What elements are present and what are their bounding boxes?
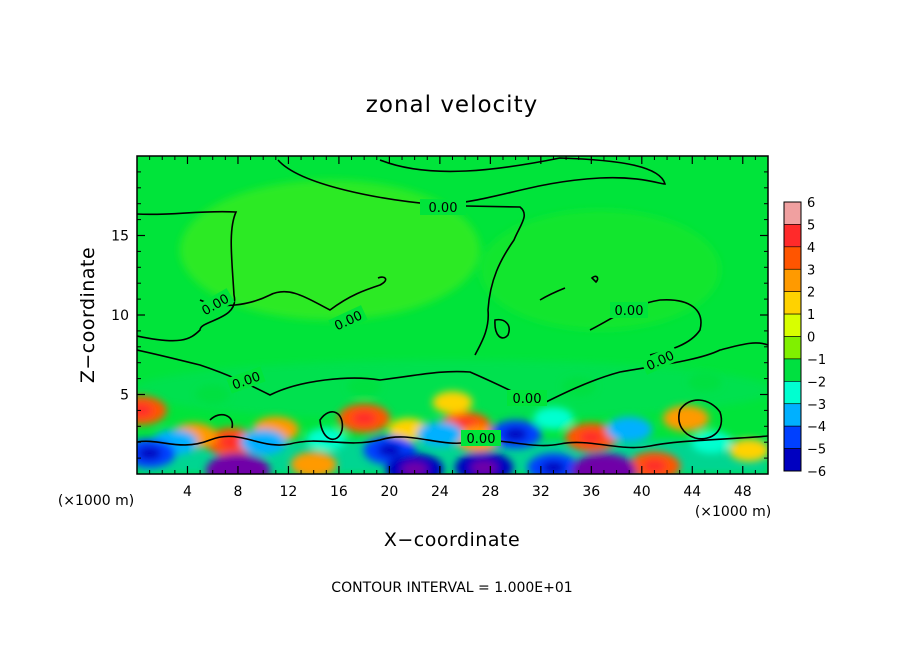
colorbar-swatch [783,336,802,360]
colorbar-swatch [783,313,802,337]
colorbar-label: −4 [807,420,826,435]
velocity-blob-core [401,462,428,474]
colorbar-swatch [783,425,802,449]
colorbar-swatch [783,268,802,292]
contour-line [199,276,387,311]
x-tick-label: 44 [683,484,701,500]
velocity-blob-core [579,430,604,444]
colorbar-swatch [783,246,802,270]
velocity-blob-core [642,459,667,473]
x-tick-label: 32 [532,484,550,500]
colorbar-swatch [783,291,802,315]
colorbar-swatch [783,403,802,427]
y-tick-label: 15 [111,229,129,245]
contour-line [137,435,768,449]
chart-title: zonal velocity [366,92,538,118]
velocity-blob [240,429,287,456]
x-tick-label: 24 [431,484,449,500]
velocity-blob-core [503,427,528,441]
velocity-blob-core [541,461,566,474]
contour-label: 0.00 [429,201,458,216]
contour-line [137,342,768,406]
velocity-blob [306,427,347,451]
x-tick-label: 28 [481,484,499,500]
contour-line [465,205,525,356]
x-tick-label: 16 [330,484,348,500]
contour-interval-note: CONTOUR INTERVAL = 1.000E+01 [331,580,572,596]
colorbar-label: 1 [807,308,815,323]
x-tick-label: 40 [633,484,651,500]
x-unit-right: (×1000 m) [695,504,771,520]
x-tick-label: 36 [582,484,600,500]
colorbar-label: 0 [807,331,815,346]
contour-label: 0.00 [513,392,542,407]
contour-line [539,287,566,301]
colorbar-label: 5 [807,218,815,233]
contour-line [494,318,510,339]
velocity-blob-core [589,462,619,474]
velocity-features [137,372,768,474]
x-unit-left: (×1000 m) [58,493,134,509]
colorbar-label: −2 [807,375,826,390]
contour-line [678,399,723,440]
colorbar-label: 4 [807,241,815,256]
colorbar-label: −6 [807,465,826,480]
contour-line [590,275,599,284]
velocity-blob [432,391,473,414]
colorbar-swatch [783,381,802,405]
contour-line [137,210,238,342]
velocity-blob-core [137,403,153,417]
colorbar-label: −5 [807,443,826,458]
velocity-blob-core [471,460,498,474]
velocity-blob [290,451,337,474]
colorbar: 6 5 4 3 2 1 0 −1 −2 −3 −4 −5 −6 [783,196,826,480]
colorbar-swatch [783,358,802,382]
colorbar-label: 6 [807,196,815,211]
colorbar-swatch [783,201,802,225]
x-tick-label: 12 [280,484,298,500]
y-axis-label: Z−coordinate [77,247,99,383]
colorbar-label: −3 [807,398,826,413]
velocity-blob [533,407,574,430]
velocity-blob-core [352,411,376,425]
x-axis-label: X−coordinate [384,529,520,551]
velocity-blob [729,438,768,462]
velocity-blob-core [377,443,402,457]
x-tick-label: 4 [183,484,192,500]
zero-contours [137,157,768,449]
velocity-blob [347,376,382,397]
y-tick-label: 5 [120,388,129,404]
x-tick-label: 20 [380,484,398,500]
contour-label: 0.00 [615,304,644,319]
velocity-blob-core [219,435,244,449]
contour-line [277,157,667,206]
colorbar-swatch [783,224,802,248]
velocity-blob [606,416,653,443]
plot-area: 0.00 0.00 0.00 0.00 0.00 0.00 0.00 0.00 [137,156,768,474]
velocity-blob [662,405,709,432]
x-tick-label: 48 [734,484,752,500]
colorbar-label: 2 [807,286,815,301]
velocity-blob [687,372,722,392]
colorbar-label: 3 [807,263,815,278]
velocity-blob-core [137,446,162,460]
colorbar-label: −1 [807,353,826,368]
y-tick-label: 10 [111,308,129,324]
colorbar-swatch [783,448,802,472]
velocity-blob [195,384,230,405]
contour-line [319,411,344,441]
x-tick-label: 8 [233,484,242,500]
contour-label: 0.00 [467,432,496,447]
velocity-blob [691,431,732,454]
contour-line [209,413,234,429]
colorbar-frame [783,201,802,472]
